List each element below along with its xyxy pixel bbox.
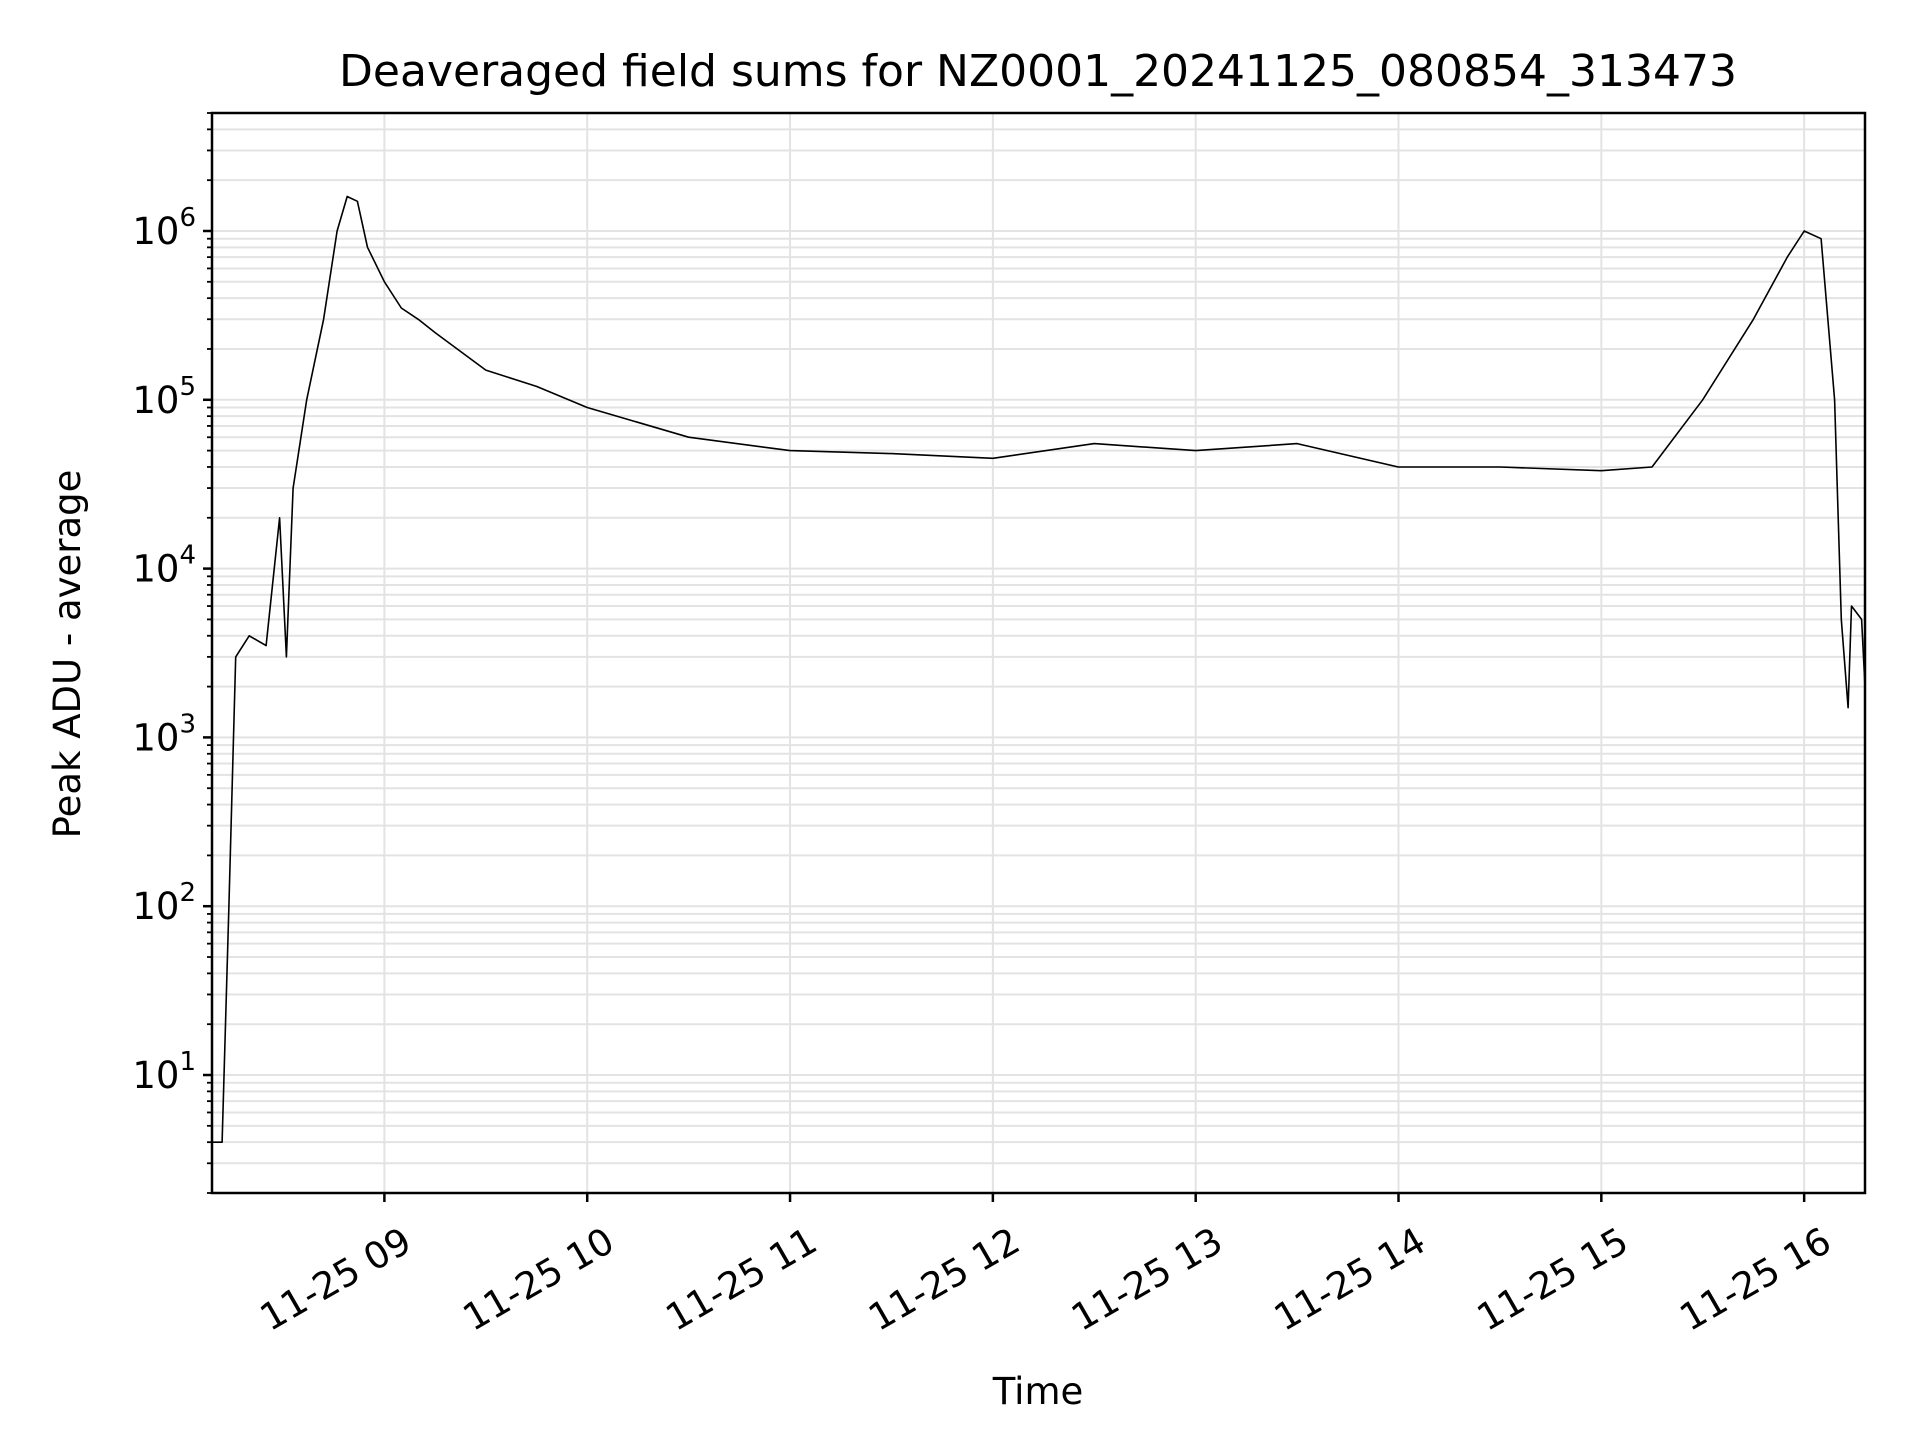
y-tick-label: 101 [132, 1047, 196, 1097]
chart-title: Deaveraged field sums for NZ0001_2024112… [339, 46, 1737, 97]
y-tick-label: 106 [132, 203, 196, 253]
y-tick-label: 102 [132, 878, 196, 928]
x-tick-label: 11-25 10 [456, 1219, 622, 1339]
plot-frame [210, 111, 1867, 1195]
y-tick-label: 103 [132, 709, 196, 759]
y-tick-label: 105 [132, 372, 196, 422]
x-tick-label: 11-25 09 [253, 1219, 419, 1339]
x-tick-label: 11-25 14 [1267, 1219, 1433, 1339]
gridlines [212, 112, 1865, 1194]
x-tick-label: 11-25 12 [861, 1219, 1027, 1339]
x-tick-label: 11-25 16 [1673, 1219, 1839, 1339]
x-tick-label: 11-25 15 [1470, 1219, 1636, 1339]
series-line [212, 195, 1866, 1143]
x-axis: 11-25 09 11-25 10 11-25 11 11-25 12 11-25 13… [253, 1193, 1838, 1340]
x-tick-label: 11-25 13 [1064, 1219, 1230, 1339]
x-axis-label: Time [992, 1370, 1084, 1413]
x-tick-label: 11-25 11 [659, 1219, 825, 1339]
y-tick-label: 104 [132, 541, 196, 591]
y-axis: 101 102 103 104 105 106 [132, 112, 212, 1194]
y-axis-label: Peak ADU - average [46, 470, 89, 839]
